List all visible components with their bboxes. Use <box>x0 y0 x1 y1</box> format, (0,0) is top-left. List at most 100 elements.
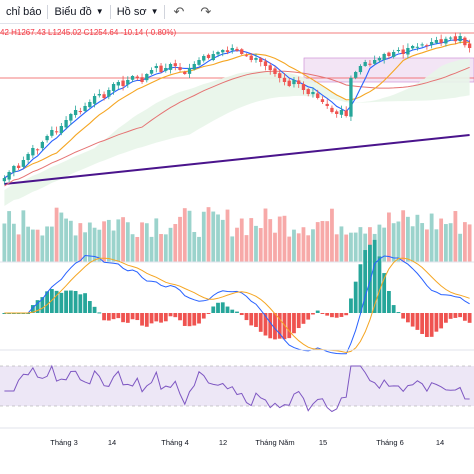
candle-body <box>168 64 173 70</box>
candle-body <box>467 43 472 48</box>
candle-body <box>377 58 382 61</box>
macd-histogram-bar <box>387 291 391 313</box>
volume-bar <box>144 223 149 262</box>
candle-body <box>316 93 320 98</box>
volume-bar <box>216 214 220 262</box>
macd-histogram-bar <box>97 312 102 314</box>
volume-bar <box>391 223 396 262</box>
volume-bar <box>282 215 287 262</box>
macd-histogram-bar <box>415 313 420 330</box>
macd-histogram-bar <box>197 313 201 324</box>
candle-body <box>244 55 249 57</box>
profile-menu-button[interactable]: Hồ sơ ▼ <box>111 0 165 23</box>
volume-bar <box>140 222 144 262</box>
candle-body <box>339 110 344 115</box>
volume-bar <box>292 229 296 262</box>
macd-histogram-bar <box>87 301 92 313</box>
redo-icon[interactable]: ↷ <box>200 3 212 19</box>
volume-bar <box>125 222 130 262</box>
x-axis-label: Tháng 3 <box>50 438 78 447</box>
macd-histogram-bar <box>235 311 239 313</box>
candle-body <box>349 78 353 117</box>
candle-body <box>216 52 220 55</box>
candle-body <box>183 71 187 74</box>
candle-body <box>396 50 401 52</box>
candle-body <box>425 45 429 47</box>
volume-bar <box>263 208 268 262</box>
candle-body <box>373 60 377 64</box>
macd-histogram-bar <box>187 313 192 327</box>
macd-histogram-bar <box>353 281 358 313</box>
volume-bar <box>339 226 344 262</box>
volume-bar <box>387 212 391 262</box>
macd-histogram-bar <box>106 313 111 321</box>
volume-bar <box>7 211 12 262</box>
macd-histogram-bar <box>149 313 154 324</box>
macd-histogram-bar <box>35 300 40 313</box>
candle-body <box>344 110 348 116</box>
candle-body <box>278 73 282 78</box>
macd-histogram-bar <box>296 313 301 329</box>
candle-body <box>211 54 215 60</box>
macd-histogram-bar <box>121 313 125 323</box>
macd-histogram-bar <box>102 313 106 321</box>
macd-histogram-bar <box>363 250 368 313</box>
candle-body <box>50 130 54 136</box>
candle-body <box>140 77 144 82</box>
volume-bar <box>415 214 420 262</box>
undo-icon[interactable]: ↶ <box>173 3 185 19</box>
volume-bar <box>111 230 116 262</box>
volume-bar <box>382 227 387 262</box>
volume-bar <box>201 211 206 262</box>
macd-histogram-bar <box>163 313 168 322</box>
candle-body <box>7 172 11 180</box>
macd-histogram-bar <box>325 313 330 316</box>
candle-body <box>240 49 244 54</box>
macd-histogram-bar <box>372 239 377 313</box>
indicators-button[interactable]: chỉ báo <box>0 0 47 23</box>
volume-bar <box>154 218 159 262</box>
candle-body <box>453 36 458 42</box>
volume-bar <box>429 213 434 262</box>
candle-body <box>192 64 196 70</box>
volume-bar <box>301 227 306 262</box>
candle-body <box>273 68 277 74</box>
macd-histogram-bar <box>64 290 68 313</box>
candle-body <box>31 148 35 156</box>
macd-histogram-bar <box>73 290 78 313</box>
chart-menu-button[interactable]: Biểu đồ ▼ <box>48 0 109 23</box>
volume-bar <box>211 211 216 262</box>
candle-body <box>92 96 97 104</box>
macd-histogram-bar <box>277 313 282 339</box>
chevron-down-icon: ▼ <box>150 7 159 16</box>
volume-bar <box>168 227 173 262</box>
macd-histogram-bar <box>401 313 406 319</box>
volume-bar <box>178 216 182 262</box>
volume-bar <box>410 226 415 262</box>
candle-body <box>202 56 206 61</box>
candle-body <box>325 103 329 106</box>
volume-bar <box>73 235 78 262</box>
volume-bar <box>59 212 64 262</box>
macd-histogram-bar <box>467 313 472 323</box>
candle-body <box>434 40 439 43</box>
volume-bar <box>349 232 353 262</box>
candle-body <box>387 52 391 56</box>
rsi-band <box>0 366 474 406</box>
profile-menu-label: Hồ sơ <box>116 5 147 18</box>
macd-histogram-bar <box>92 306 97 313</box>
volume-bar <box>16 234 21 262</box>
macd-histogram-bar <box>344 313 349 316</box>
candle-body <box>368 63 372 65</box>
candle-body <box>448 37 453 39</box>
volume-bar <box>325 221 330 262</box>
volume-bar <box>206 207 211 262</box>
candle-body <box>225 50 230 52</box>
candle-body <box>187 68 192 74</box>
macd-histogram-bar <box>68 290 73 313</box>
macd-histogram-bar <box>420 313 425 334</box>
macd-histogram-bar <box>144 313 149 327</box>
macd-histogram-bar <box>244 313 249 321</box>
candle-body <box>40 142 45 149</box>
